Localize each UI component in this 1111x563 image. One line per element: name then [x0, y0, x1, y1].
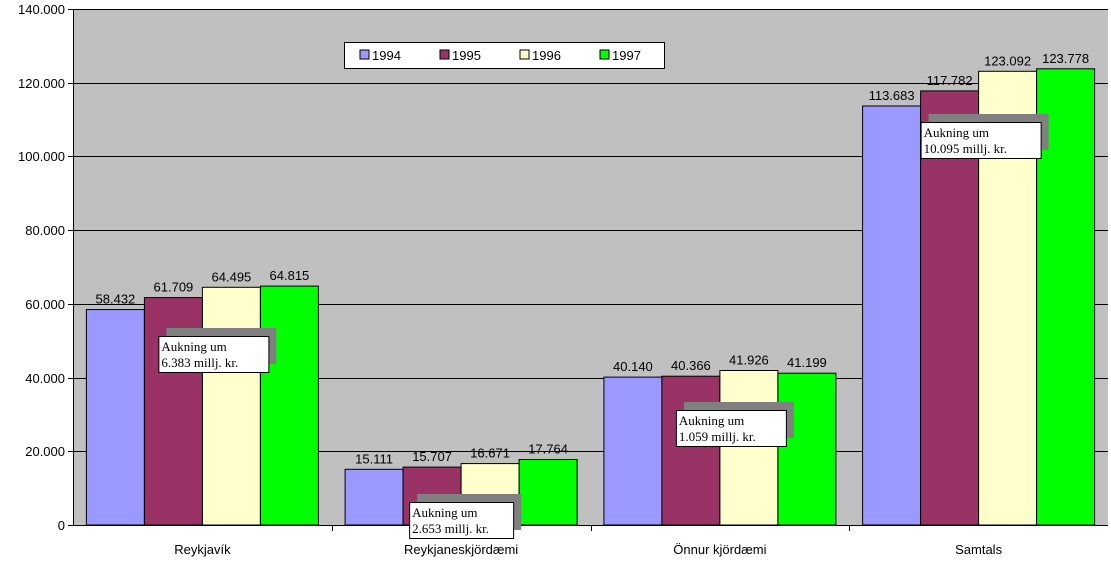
data-label: 41.199	[787, 355, 827, 370]
data-label: 41.926	[729, 353, 769, 368]
data-label: 15.707	[412, 449, 452, 464]
y-tick-label: 120.000	[18, 76, 65, 91]
data-label: 64.815	[270, 268, 310, 283]
annotation-line-2: 1.059 millj. kr.	[679, 429, 756, 444]
legend-label: 1994	[372, 48, 401, 63]
bar	[777, 372, 837, 526]
data-label: 123.092	[984, 53, 1031, 68]
data-label: 117.782	[927, 73, 973, 88]
annotation-line-1: Aukning um	[161, 339, 226, 354]
legend-label: 1995	[452, 48, 481, 63]
category-labels: Reykjavík Reykjaneskjördæmi Önnur kjördæmi…	[174, 542, 1002, 557]
data-label: 17.764	[528, 442, 568, 457]
bar	[719, 370, 779, 526]
data-label: 16.671	[470, 446, 510, 461]
data-label: 15.111	[355, 451, 393, 466]
legend-label: 1996	[532, 48, 561, 63]
data-label: 113.683	[869, 88, 915, 103]
bar	[920, 90, 980, 526]
annotation-line-1: Aukning um	[679, 413, 744, 428]
data-label: 40.366	[671, 358, 711, 373]
data-labels: 58.432 61.709 64.495 64.815 15.111 15.707 16.6…	[96, 51, 1090, 466]
annotation-line-2: 10.095 millj. kr.	[924, 141, 1007, 156]
data-label: 40.140	[613, 359, 653, 374]
bar	[259, 285, 319, 526]
y-tick-label: 0	[58, 518, 65, 533]
axes	[68, 9, 1108, 531]
annotation-line-1: Aukning um	[412, 505, 477, 520]
data-label: 58.432	[96, 292, 136, 307]
category-label: Reykjavík	[174, 542, 231, 557]
legend-label: 1997	[612, 48, 641, 63]
bar	[85, 309, 145, 526]
annotation-box	[409, 502, 515, 539]
y-tick-labels: 0 20.000 40.000 60.000 80.000 100.000 120.000 1…	[18, 2, 65, 533]
bar	[661, 375, 721, 526]
legend-swatch	[599, 49, 610, 60]
legend: 1994 1995 1996 1997	[344, 42, 665, 69]
annotation-line-2: 2.653 millj. kr.	[412, 521, 489, 536]
category-label: Reykjaneskjördæmi	[404, 542, 518, 557]
y-tick-label: 60.000	[25, 297, 65, 312]
bar	[603, 376, 663, 526]
category-label: Önnur kjördæmi	[673, 542, 766, 557]
data-label: 123.778	[1042, 51, 1089, 66]
bar	[344, 468, 404, 526]
data-label: 64.495	[212, 269, 252, 284]
annotation-line-2: 6.383 millj. kr.	[161, 355, 238, 370]
y-tick-label: 140.000	[18, 2, 65, 17]
y-tick-label: 20.000	[25, 444, 65, 459]
bar	[862, 105, 922, 526]
y-tick-label: 100.000	[18, 149, 65, 164]
y-tick-label: 80.000	[25, 223, 65, 238]
annotation-box	[158, 336, 270, 373]
category-label: Samtals	[955, 542, 1002, 557]
bar	[518, 459, 578, 526]
data-label: 61.709	[154, 280, 194, 295]
annotation-box	[675, 410, 787, 447]
annotations: Aukning um6.383 millj. kr.Aukning um2.65…	[158, 114, 1049, 539]
legend-swatch	[439, 49, 450, 60]
bar	[201, 286, 261, 526]
legend-box	[344, 42, 665, 69]
y-tick-label: 40.000	[25, 371, 65, 386]
legend-swatch	[519, 49, 530, 60]
legend-swatch	[359, 49, 370, 60]
annotation-line-1: Aukning um	[924, 125, 989, 140]
annotation-box	[920, 122, 1042, 159]
